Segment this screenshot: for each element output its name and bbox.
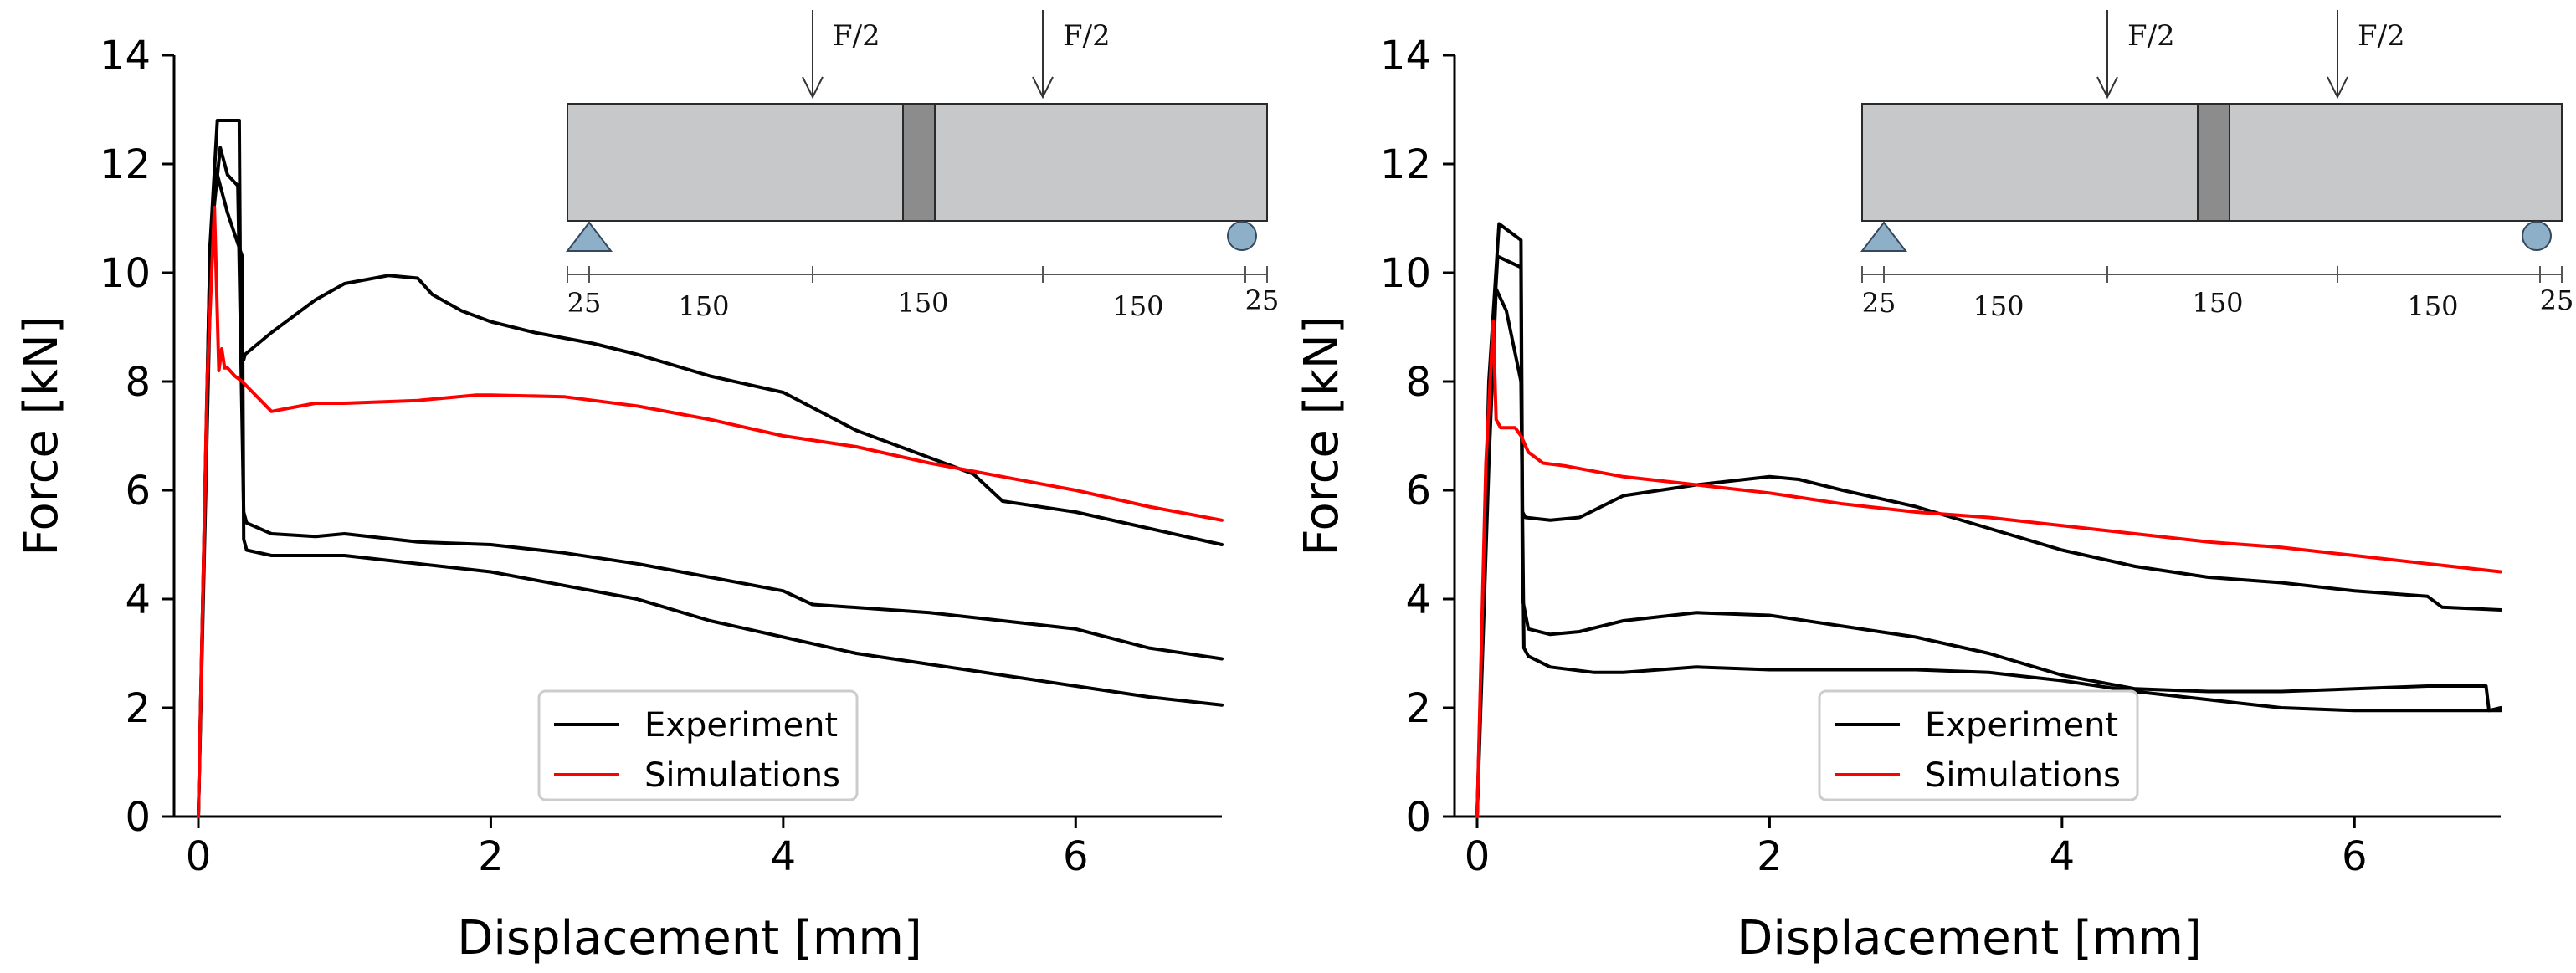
x-tick-label: 6 xyxy=(2342,833,2368,880)
dimension-label: 25 xyxy=(1862,287,1896,319)
y-axis-title: Force [kN] xyxy=(1295,315,1349,556)
roller-support xyxy=(1227,221,1257,251)
load-arrowhead xyxy=(1032,76,1054,100)
y-tick-label: 14 xyxy=(100,33,151,79)
chart-panel-right: 0 2 4 6 8 10 12 14 0 2 4 6 Displacement [mm] Force [k… xyxy=(1295,10,2573,965)
y-tick-label: 4 xyxy=(1405,576,1431,623)
y-tick-label: 2 xyxy=(125,685,151,732)
legend-label-experiment: Experiment xyxy=(644,706,838,745)
x-tick-label: 2 xyxy=(1757,833,1783,880)
x-tick-label: 6 xyxy=(1063,833,1089,880)
simulation-line xyxy=(1475,320,2502,818)
y-tick-label: 4 xyxy=(125,576,151,623)
y-tick-label: 10 xyxy=(1380,250,1431,297)
dimension-label: 25 xyxy=(567,287,602,319)
beam-inset: F/2 F/2 25 150 150 150 25 xyxy=(1860,10,2574,322)
load-label: F/2 xyxy=(2127,19,2175,53)
load-label: F/2 xyxy=(2358,19,2405,53)
load-arrowhead xyxy=(2096,76,2118,100)
y-axis-title: Force [kN] xyxy=(14,315,69,556)
x-tick-label: 0 xyxy=(186,833,212,880)
legend-box xyxy=(1818,689,2139,801)
y-tick-label: 8 xyxy=(1405,359,1431,406)
roller-support xyxy=(2522,221,2552,251)
load-label: F/2 xyxy=(1063,19,1111,53)
pin-support xyxy=(1860,221,1908,252)
beam-inset: F/2 F/2 25 150 150 150 25 xyxy=(565,10,1280,322)
chart-panel-left: 0 2 4 6 8 10 12 14 0 2 4 6 Displacement [mm] Force [k… xyxy=(14,10,1279,965)
dimension-label: 150 xyxy=(678,290,729,322)
y-tick-label: 0 xyxy=(125,794,151,841)
pin-support xyxy=(565,221,613,252)
y-tick-label: 0 xyxy=(1405,794,1431,841)
dimension-label: 150 xyxy=(2407,290,2458,322)
dimension-label: 150 xyxy=(897,287,948,319)
y-tick-label: 6 xyxy=(1405,468,1431,515)
x-tick-label: 4 xyxy=(2050,833,2076,880)
x-tick-label: 0 xyxy=(1465,833,1491,880)
y-tick-label: 12 xyxy=(100,141,151,188)
dimension-label: 150 xyxy=(1112,290,1163,322)
legend-label-experiment: Experiment xyxy=(1925,706,2118,745)
y-tick-label: 10 xyxy=(100,250,151,297)
experiment-line xyxy=(197,146,1224,818)
y-tick-label: 6 xyxy=(125,468,151,515)
dimension-label: 150 xyxy=(1973,290,2024,322)
dimension-label: 25 xyxy=(2540,284,2574,316)
x-tick-label: 4 xyxy=(771,833,797,880)
beam-notch xyxy=(2197,103,2230,222)
y-tick-label: 14 xyxy=(1380,33,1431,79)
load-label: F/2 xyxy=(833,19,880,53)
experiment-line xyxy=(197,167,1224,818)
legend: Experiment Simulations xyxy=(537,689,859,801)
legend: Experiment Simulations xyxy=(1818,689,2139,801)
beam-notch xyxy=(902,103,936,222)
experiment-line xyxy=(1475,287,2502,818)
legend-label-simulations: Simulations xyxy=(644,756,840,795)
legend-box xyxy=(537,689,859,801)
x-axis-title: Displacement [mm] xyxy=(457,911,922,965)
x-axis-title: Displacement [mm] xyxy=(1737,911,2202,965)
simulation-line xyxy=(197,206,1224,818)
x-tick-label: 2 xyxy=(478,833,504,880)
y-tick-label: 8 xyxy=(125,359,151,406)
load-arrowhead xyxy=(2327,76,2348,100)
y-tick-label: 12 xyxy=(1380,141,1431,188)
y-tick-label: 2 xyxy=(1405,685,1431,732)
legend-label-simulations: Simulations xyxy=(1925,756,2121,795)
dimension-label: 150 xyxy=(2192,287,2243,319)
dimension-label: 25 xyxy=(1245,284,1280,316)
load-arrowhead xyxy=(802,76,824,100)
